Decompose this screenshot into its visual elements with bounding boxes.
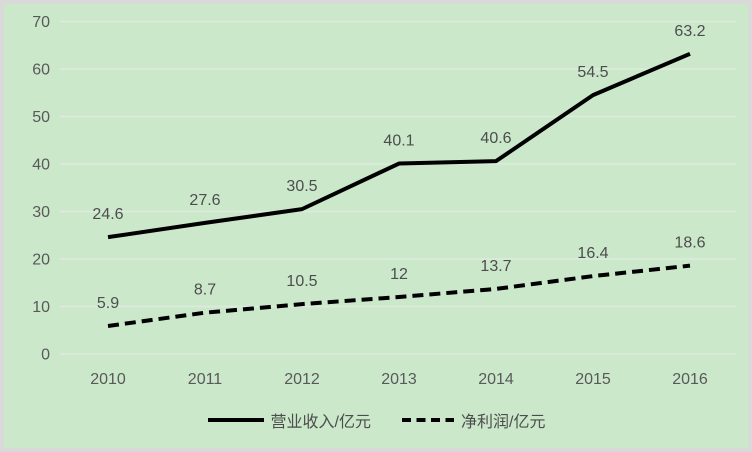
data-label: 13.7: [480, 258, 511, 275]
data-label: 18.6: [674, 235, 705, 252]
data-label: 5.9: [97, 295, 119, 312]
data-label: 40.6: [480, 130, 511, 147]
x-tick-label: 2011: [188, 371, 223, 388]
x-tick-label: 2012: [284, 371, 320, 388]
x-tick-label: 2013: [381, 371, 417, 388]
data-label: 16.4: [577, 245, 608, 262]
legend-item-revenue: 营业收入/亿元: [207, 408, 371, 432]
x-tick-label: 2014: [478, 371, 514, 388]
y-tick-label: 50: [32, 109, 50, 126]
data-label: 12: [390, 266, 408, 283]
solid-line-swatch: [207, 418, 264, 422]
data-label: 54.5: [577, 64, 608, 81]
y-tick-label: 0: [41, 347, 50, 364]
y-tick-label: 10: [32, 299, 50, 316]
legend-label-profit: 净利润/亿元: [461, 414, 546, 431]
profit-line: [107, 263, 691, 328]
y-tick-label: 40: [32, 157, 50, 174]
y-tick-label: 70: [32, 14, 50, 31]
dashed-line-swatch: [402, 418, 454, 422]
data-label: 40.1: [383, 133, 414, 150]
legend-label-revenue: 营业收入/亿元: [270, 414, 371, 431]
data-label: 30.5: [286, 178, 317, 195]
legend-item-profit: 净利润/亿元: [401, 408, 545, 432]
y-tick-label: 60: [32, 62, 50, 79]
data-label: 63.2: [674, 23, 705, 40]
plot-area: 0 10 20 30 40 50 60 70 2010 2011 2012 2013 2014 2015 2…: [32, 14, 736, 388]
data-label: 27.6: [189, 192, 220, 209]
revenue-line: [107, 51, 691, 240]
y-tick-label: 30: [32, 204, 50, 221]
x-tick-label: 2016: [672, 371, 708, 388]
data-label: 10.5: [286, 273, 317, 290]
x-tick-label: 2010: [90, 371, 126, 388]
x-tick-label: 2015: [575, 371, 611, 388]
data-label: 8.7: [194, 282, 216, 299]
y-tick-label: 20: [32, 252, 50, 269]
legend: 营业收入/亿元 净利润/亿元: [4, 408, 748, 432]
data-label: 24.6: [92, 206, 123, 223]
